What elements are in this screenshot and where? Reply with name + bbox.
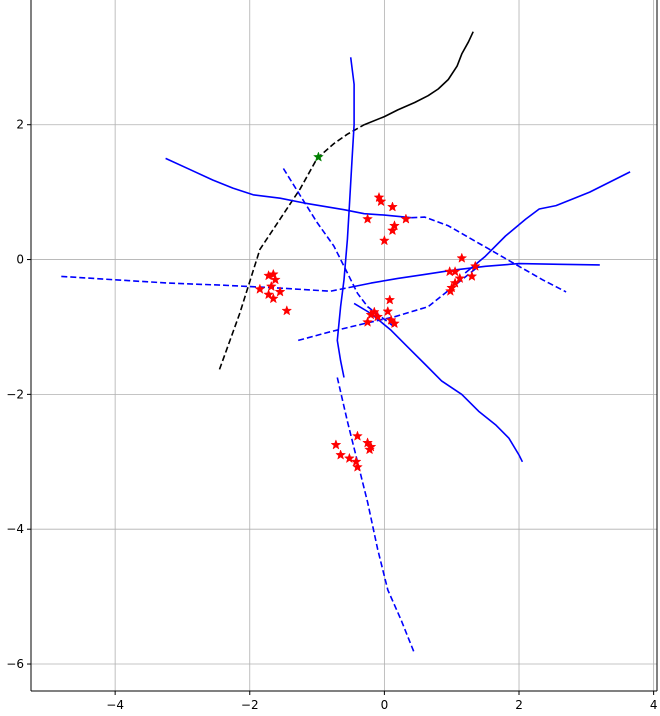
ticks: −4 −2 0 2 4 −6 −4 −2 0 2 [6,118,657,712]
star-marker-red [389,317,400,329]
star-marker-red [449,277,461,288]
x-tick-label: −4 [106,698,124,712]
star-marker-red [267,292,279,304]
star-marker-red [335,449,347,460]
grid [31,0,657,691]
star-marker-red [382,305,394,317]
star-marker-red [400,213,412,224]
star-marker-red [267,268,279,279]
star-marker-red [387,224,398,236]
star-marker-red [362,213,373,224]
star-marker-red [265,280,277,292]
x-tick-label: 4 [650,698,658,712]
star-marker-red [378,234,390,246]
star-marker-red [454,272,466,284]
x-tick-label: 2 [515,698,523,712]
star-marker-red [387,201,398,212]
star-marker-red [362,316,373,327]
y-tick-label: −2 [6,387,24,401]
star-marker-red [444,285,456,296]
star-marker-red [456,252,468,263]
axes-frame [30,0,658,692]
star-marker-red [352,461,363,472]
series-line-11 [336,377,416,655]
star-marker-red [364,443,375,455]
star-marker-red [263,288,275,300]
series-line-0 [363,31,474,126]
star-marker-red [368,306,380,317]
series-line-6 [353,302,524,463]
star-marker-red [449,265,461,277]
star-marker-red [352,430,363,441]
star-marker-red [469,260,481,271]
star-marker-red [362,437,373,448]
markers-layer [254,151,481,472]
y-tick-label: 0 [16,253,24,267]
star-marker-red [373,191,385,203]
star-marker-red [274,286,286,297]
y-tick-label: 2 [16,118,24,132]
star-marker-red [343,452,355,464]
series-line-3 [336,57,355,378]
star-marker-red [330,439,342,450]
star-marker-red [375,195,387,207]
y-tick-label: −4 [6,522,24,536]
star-marker-red [269,274,281,285]
star-marker-red [384,294,396,305]
series-line-5 [464,171,631,274]
star-marker-red [466,270,478,281]
x-tick-label: 0 [381,698,389,712]
y-tick-label: −6 [6,657,24,671]
plot-background [31,0,658,691]
star-marker-red [254,283,266,294]
star-marker-red [372,311,384,322]
star-marker-green [313,151,324,162]
star-marker-red [350,456,362,467]
x-tick-label: −2 [241,698,259,712]
star-marker-red [389,220,400,231]
series-line-1 [218,124,365,370]
star-marker-red [281,305,293,316]
